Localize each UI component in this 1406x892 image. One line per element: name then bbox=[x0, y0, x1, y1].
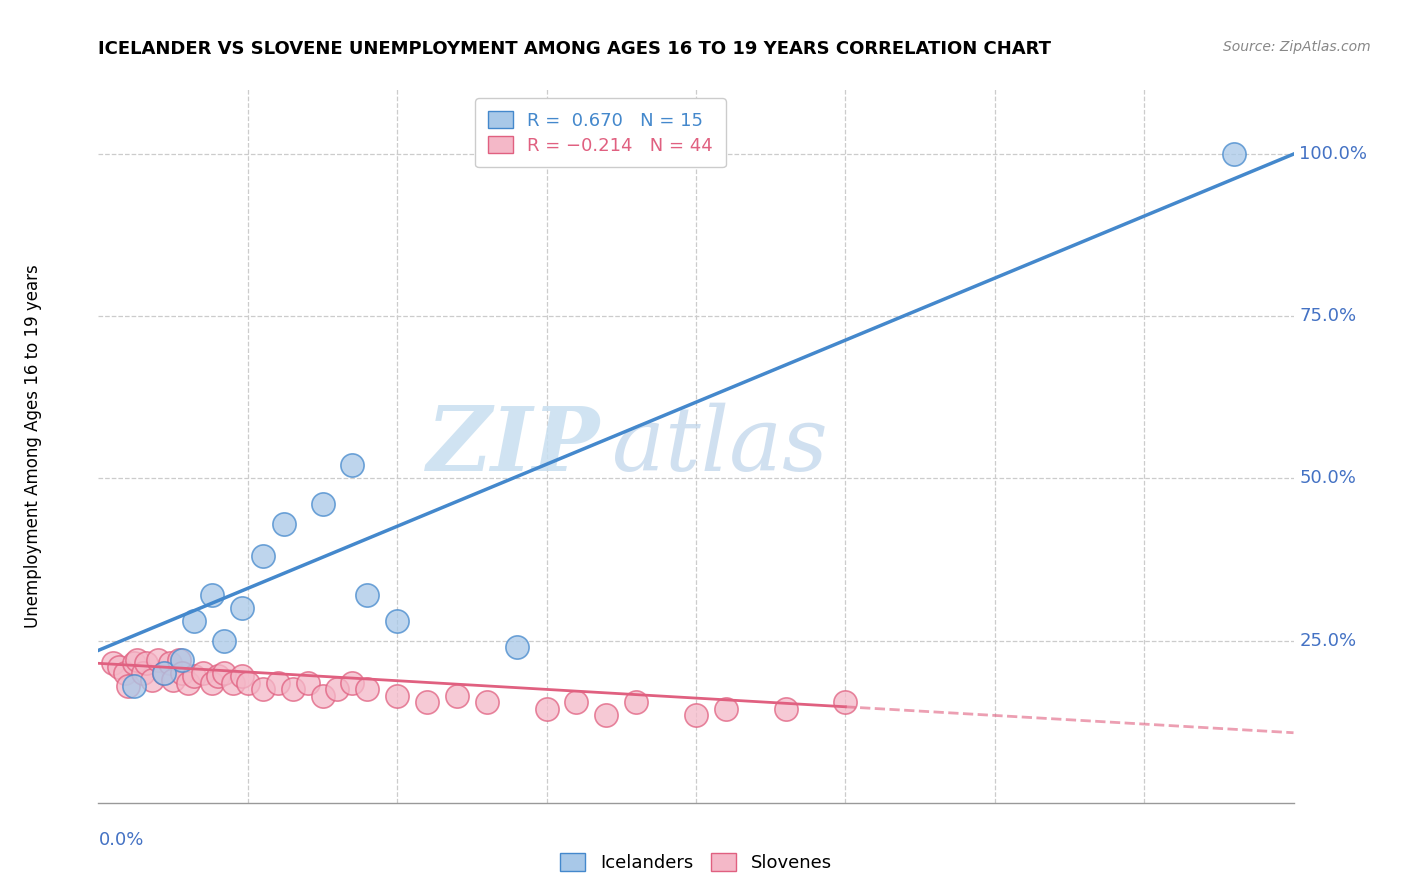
Point bbox=[117, 679, 139, 693]
Point bbox=[135, 657, 157, 671]
Point bbox=[114, 666, 136, 681]
Point bbox=[385, 689, 409, 703]
Point bbox=[162, 673, 184, 687]
Point bbox=[148, 653, 170, 667]
Point bbox=[212, 666, 235, 681]
Text: 100.0%: 100.0% bbox=[1299, 145, 1368, 163]
Point bbox=[236, 675, 259, 690]
Text: 50.0%: 50.0% bbox=[1299, 469, 1357, 487]
Point bbox=[153, 666, 176, 681]
Legend: Icelanders, Slovenes: Icelanders, Slovenes bbox=[553, 847, 839, 880]
Point bbox=[506, 640, 529, 654]
Text: ICELANDER VS SLOVENE UNEMPLOYMENT AMONG AGES 16 TO 19 YEARS CORRELATION CHART: ICELANDER VS SLOVENE UNEMPLOYMENT AMONG … bbox=[98, 40, 1052, 58]
Point bbox=[385, 614, 409, 628]
Point bbox=[172, 666, 194, 681]
Point bbox=[775, 702, 797, 716]
Point bbox=[267, 675, 290, 690]
Point bbox=[273, 516, 295, 531]
Text: 75.0%: 75.0% bbox=[1299, 307, 1357, 326]
Point bbox=[1223, 147, 1246, 161]
Text: 0.0%: 0.0% bbox=[98, 831, 143, 849]
Point bbox=[624, 695, 647, 709]
Point bbox=[475, 695, 498, 709]
Point bbox=[446, 689, 468, 703]
Point bbox=[834, 695, 856, 709]
Point bbox=[326, 682, 349, 697]
Point bbox=[311, 689, 333, 703]
Point bbox=[536, 702, 558, 716]
Point bbox=[342, 458, 364, 473]
Point bbox=[252, 549, 274, 564]
Point bbox=[252, 682, 274, 697]
Point bbox=[356, 682, 378, 697]
Point bbox=[177, 675, 200, 690]
Point bbox=[231, 669, 253, 683]
Point bbox=[342, 675, 364, 690]
Point bbox=[416, 695, 439, 709]
Text: Source: ZipAtlas.com: Source: ZipAtlas.com bbox=[1223, 40, 1371, 54]
Point bbox=[222, 675, 245, 690]
Point bbox=[159, 657, 181, 671]
Text: 25.0%: 25.0% bbox=[1299, 632, 1357, 649]
Point bbox=[595, 708, 617, 723]
Point bbox=[356, 588, 378, 602]
Text: Unemployment Among Ages 16 to 19 years: Unemployment Among Ages 16 to 19 years bbox=[24, 264, 42, 628]
Point bbox=[212, 633, 235, 648]
Point bbox=[714, 702, 737, 716]
Point bbox=[685, 708, 707, 723]
Point bbox=[167, 653, 190, 667]
Text: ZIP: ZIP bbox=[427, 403, 600, 489]
Point bbox=[183, 669, 205, 683]
Point bbox=[124, 657, 146, 671]
Point bbox=[141, 673, 163, 687]
Point bbox=[183, 614, 205, 628]
Point bbox=[132, 666, 155, 681]
Point bbox=[103, 657, 125, 671]
Point bbox=[124, 679, 146, 693]
Point bbox=[153, 666, 176, 681]
Point bbox=[201, 675, 224, 690]
Point bbox=[201, 588, 224, 602]
Point bbox=[108, 659, 131, 673]
Point bbox=[172, 653, 194, 667]
Point bbox=[127, 653, 149, 667]
Point bbox=[281, 682, 304, 697]
Point bbox=[565, 695, 588, 709]
Point bbox=[231, 601, 253, 615]
Point bbox=[311, 497, 333, 511]
Point bbox=[191, 666, 214, 681]
Point bbox=[207, 669, 229, 683]
Text: atlas: atlas bbox=[612, 402, 828, 490]
Point bbox=[297, 675, 319, 690]
